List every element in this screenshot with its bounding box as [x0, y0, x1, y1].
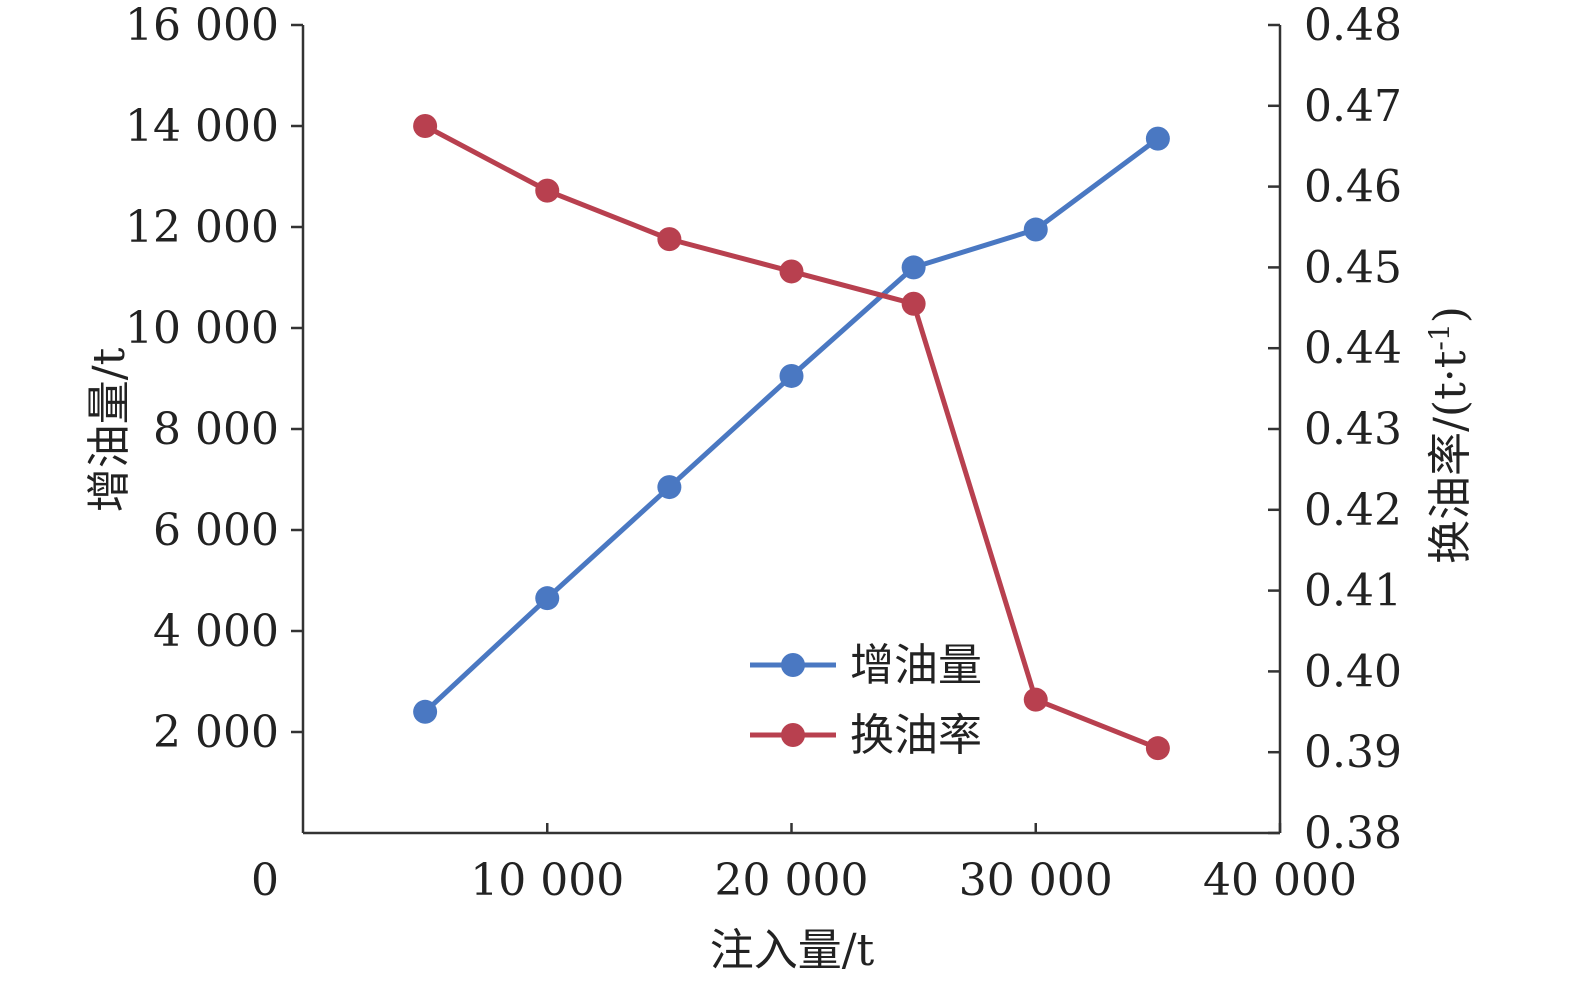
data-point — [535, 586, 560, 611]
right-y-tick-label: 0.38 — [1304, 808, 1402, 859]
left-y-tick-label: 8 000 — [153, 404, 279, 455]
data-point — [901, 291, 926, 316]
data-point — [1023, 687, 1048, 712]
axes: 0 10 000 20 000 30 000 40 000 2 000 4 000 6 000… — [125, 0, 1402, 906]
right-y-tick-label: 0.43 — [1304, 404, 1402, 455]
series-1 — [413, 126, 1170, 724]
right-y-tick-label: 0.45 — [1304, 242, 1402, 293]
data-point — [779, 259, 804, 284]
data-point — [413, 699, 438, 724]
right-y-tick-label: 0.41 — [1304, 566, 1402, 617]
left-y-tick-label: 14 000 — [125, 101, 279, 152]
right-y-tick-label: 0.42 — [1304, 485, 1402, 536]
left-y-tick-label: 12 000 — [125, 202, 279, 253]
right-axis-title-superscript: -1 — [1423, 323, 1456, 350]
x-tick-label: 30 000 — [959, 855, 1113, 906]
x-tick-label: 40 000 — [1203, 855, 1357, 906]
data-point — [535, 178, 560, 203]
legend-entry-2: 换油率 — [750, 710, 982, 761]
right-y-tick-label: 0.46 — [1304, 162, 1402, 213]
legend-marker — [781, 653, 805, 677]
left-axis-title: 增油量/t — [84, 347, 135, 512]
x-tick-label: 0 — [251, 855, 279, 906]
axis-titles: 注入量/t 增油量/t 换油率/(t·t-1) — [84, 306, 1476, 976]
data-point — [779, 363, 804, 388]
right-axis-title-close: ) — [1425, 306, 1476, 323]
legend-label: 增油量 — [850, 640, 982, 691]
right-axis-title: 换油率/(t·t-1) — [1423, 306, 1476, 564]
left-y-tick-label: 6 000 — [153, 505, 279, 556]
left-y-tick-label: 4 000 — [153, 606, 279, 657]
data-point — [1145, 736, 1170, 761]
left-y-tick-label: 16 000 — [125, 0, 279, 51]
right-y-tick-label: 0.44 — [1304, 323, 1402, 374]
data-point — [413, 114, 438, 138]
series-2 — [413, 114, 1170, 761]
x-tick-label: 10 000 — [470, 855, 624, 906]
x-axis-title: 注入量/t — [710, 925, 875, 976]
right-axis-title-main: 换油率/(t·t — [1425, 350, 1476, 564]
right-y-tick-label: 0.47 — [1304, 81, 1402, 132]
data-point — [657, 475, 682, 500]
left-y-tick-label: 10 000 — [125, 303, 279, 354]
left-y-tick-label: 2 000 — [153, 707, 279, 758]
series-line — [423, 136, 1160, 714]
data-point — [657, 227, 682, 252]
right-y-tick-label: 0.40 — [1304, 646, 1402, 697]
data-point — [1145, 126, 1170, 151]
x-tick-label: 20 000 — [715, 855, 869, 906]
legend-entry-1: 增油量 — [750, 640, 982, 691]
series-layer — [413, 114, 1170, 761]
right-y-tick-label: 0.39 — [1304, 727, 1402, 778]
data-point — [901, 255, 926, 280]
right-y-tick-label: 0.48 — [1304, 0, 1402, 51]
legend-label: 换油率 — [850, 710, 982, 761]
data-point — [1023, 217, 1048, 242]
legend-marker — [781, 723, 805, 747]
